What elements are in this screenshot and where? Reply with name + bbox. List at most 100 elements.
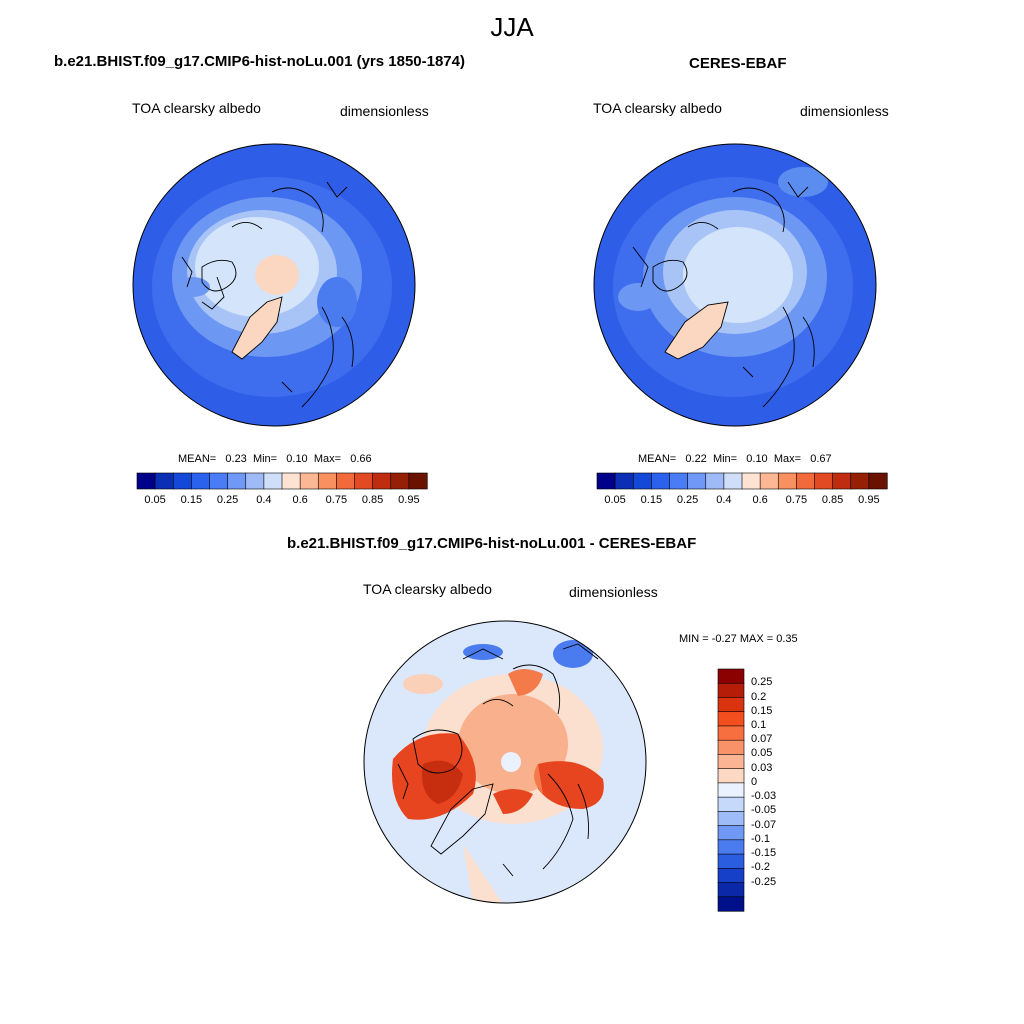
model-colorbar-box xyxy=(372,472,392,490)
model-colorbar-tick-label: 0.6 xyxy=(292,494,308,506)
model-mean-label: MEAN= xyxy=(178,453,217,465)
model-colorbar-tick-label: 0.85 xyxy=(361,494,384,506)
model-colorbar xyxy=(136,472,428,490)
diff-colorbar-box xyxy=(717,839,745,855)
obs-colorbar-tick-label: 0.15 xyxy=(640,494,663,506)
obs-colorbar-labels: 0.05 0.15 0.25 0.4 0.6 0.75 0.85 0.95 xyxy=(597,494,887,508)
diff-colorbar-labels: 0.25 0.2 0.15 0.1 0.07 0.05 0.03 0 -0.03 -0.05 -0.… xyxy=(751,669,811,911)
diff-variable-label: TOA clearsky albedo xyxy=(363,581,492,597)
obs-colorbar-box xyxy=(596,472,616,490)
diff-colorbar-box xyxy=(717,682,745,699)
model-colorbar-box xyxy=(245,472,265,490)
diff-colorbar-box xyxy=(717,796,745,812)
diff-colorbar-box xyxy=(717,697,745,713)
diff-colorbar-tick-label: -0.2 xyxy=(751,861,770,874)
diff-colorbar-tick-label: 0.05 xyxy=(751,747,773,760)
model-colorbar-tick-label: 0.15 xyxy=(180,494,203,506)
diff-colorbar-box xyxy=(717,867,745,884)
model-variable-label: TOA clearsky albedo xyxy=(132,100,261,116)
diff-colorbar-tick-label: -0.1 xyxy=(751,832,770,845)
obs-max-label: Max= xyxy=(773,453,802,465)
obs-panel-title: CERES-EBAF xyxy=(689,55,787,72)
model-panel-title: b.e21.BHIST.f09_g17.CMIP6-hist-noLu.001 … xyxy=(54,53,465,70)
model-stats: MEAN= 0.23 Min= 0.10 Max= 0.66 xyxy=(178,453,372,465)
model-colorbar-box xyxy=(172,472,192,490)
model-polar-map xyxy=(132,143,416,427)
diff-colorbar-tick-label: -0.05 xyxy=(751,804,777,817)
diff-panel-title: b.e21.BHIST.f09_g17.CMIP6-hist-noLu.001 … xyxy=(287,535,697,552)
obs-colorbar-box xyxy=(723,472,743,490)
diff-colorbar-box xyxy=(717,739,745,756)
model-colorbar-tick-label: 0.75 xyxy=(325,494,348,506)
diff-colorbar-tick-label: 0.25 xyxy=(751,676,773,689)
obs-colorbar-tick-label: 0.75 xyxy=(785,494,808,506)
obs-colorbar-box xyxy=(796,472,816,490)
obs-colorbar-box xyxy=(741,472,761,490)
diff-colorbar-box xyxy=(717,825,745,841)
model-colorbar-box xyxy=(209,472,229,490)
obs-max-value: 0.67 xyxy=(810,453,832,465)
model-colorbar-box xyxy=(408,472,428,490)
obs-colorbar-box xyxy=(669,472,689,490)
obs-colorbar-box xyxy=(705,472,725,490)
diff-colorbar-tick-label: 0.03 xyxy=(751,761,773,774)
model-colorbar-tick-label: 0.05 xyxy=(144,494,166,506)
obs-colorbar-tick-label: 0.05 xyxy=(604,494,626,506)
diff-colorbar-box xyxy=(717,768,745,784)
diff-polar-map xyxy=(363,620,647,904)
obs-mean-value: 0.22 xyxy=(685,453,707,465)
obs-colorbar-tick-label: 0.25 xyxy=(676,494,699,506)
diff-colorbar-tick-label: 0 xyxy=(751,775,758,788)
obs-colorbar-box xyxy=(614,472,634,490)
model-max-label: Max= xyxy=(313,453,342,465)
diff-colorbar-tick-label: -0.03 xyxy=(751,790,777,803)
model-colorbar-box xyxy=(227,472,247,490)
obs-colorbar-box xyxy=(868,472,888,490)
model-max-value: 0.66 xyxy=(350,453,372,465)
model-colorbar-box xyxy=(191,472,211,490)
diff-minmax: MIN = -0.27 MAX = 0.35 xyxy=(679,633,798,645)
model-colorbar-tick-label: 0.95 xyxy=(398,494,420,506)
model-colorbar-box xyxy=(390,472,410,490)
obs-stats: MEAN= 0.22 Min= 0.10 Max= 0.67 xyxy=(638,453,832,465)
obs-polar-map xyxy=(593,143,877,427)
diff-colorbar-tick-label: 0.2 xyxy=(751,690,767,703)
obs-colorbar-box xyxy=(687,472,707,490)
obs-colorbar-box xyxy=(632,472,652,490)
obs-units-label: dimensionless xyxy=(800,103,889,119)
obs-colorbar-tick-label: 0.6 xyxy=(752,494,768,506)
model-colorbar-box xyxy=(154,472,174,490)
season-title: JJA xyxy=(490,12,534,42)
obs-colorbar-box xyxy=(759,472,779,490)
model-colorbar-tick-label: 0.4 xyxy=(256,494,272,506)
obs-mean-label: MEAN= xyxy=(638,453,677,465)
model-min-value: 0.10 xyxy=(286,453,308,465)
diff-colorbar xyxy=(717,668,745,912)
diff-colorbar-box xyxy=(717,711,745,727)
model-min-label: Min= xyxy=(252,453,278,465)
diff-colorbar-tick-label: 0.07 xyxy=(751,733,773,746)
diff-colorbar-tick-label: -0.15 xyxy=(751,847,777,860)
diff-colorbar-box xyxy=(717,725,745,741)
diff-colorbar-tick-label: 0.15 xyxy=(751,704,773,717)
diff-colorbar-tick-label: 0.1 xyxy=(751,718,767,731)
diff-colorbar-box xyxy=(717,853,745,869)
diff-colorbar-tick-label: -0.07 xyxy=(751,818,777,831)
model-colorbar-box xyxy=(136,472,156,490)
obs-colorbar-box xyxy=(832,472,852,490)
model-colorbar-box xyxy=(299,472,319,490)
obs-colorbar-tick-label: 0.4 xyxy=(716,494,732,506)
diff-colorbar-tick-label: -0.25 xyxy=(751,875,777,888)
model-units-label: dimensionless xyxy=(340,103,429,119)
obs-colorbar-box xyxy=(850,472,870,490)
diff-colorbar-box xyxy=(717,811,745,827)
diff-colorbar-box xyxy=(717,782,745,798)
obs-variable-label: TOA clearsky albedo xyxy=(593,100,722,116)
diff-colorbar-box xyxy=(717,668,745,684)
obs-colorbar-box xyxy=(651,472,671,490)
obs-min-value: 0.10 xyxy=(746,453,768,465)
model-colorbar-tick-label: 0.25 xyxy=(216,494,239,506)
diff-colorbar-box xyxy=(717,896,745,912)
obs-colorbar-tick-label: 0.85 xyxy=(821,494,844,506)
model-colorbar-box xyxy=(263,472,283,490)
